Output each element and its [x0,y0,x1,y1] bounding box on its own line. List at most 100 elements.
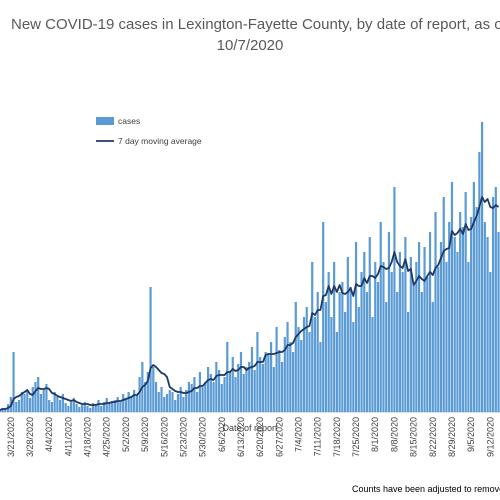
bar [64,403,67,412]
bar [324,302,328,412]
x-tick-label: 3/28/2020 [25,417,35,457]
bar [201,387,204,412]
bar [494,187,497,412]
bar [122,394,125,412]
bar [28,398,32,412]
bar [360,272,363,412]
bar [335,332,338,412]
bar [149,287,152,412]
x-axis-label: Date of report [222,423,278,433]
x-tick-label: 4/4/2020 [44,417,54,452]
bar [67,406,70,412]
bar [1,408,4,412]
bar [179,387,182,412]
bar [196,392,199,412]
chart-title: New COVID-19 cases in Lexington-Fayette … [11,16,500,33]
bar [105,398,108,412]
bar [204,382,207,412]
bar [445,262,448,412]
bar [453,237,456,412]
bar [198,372,201,412]
bar [226,342,229,412]
bar [275,327,278,412]
bar [390,272,393,412]
bar [111,401,114,412]
bar [289,342,292,412]
bar [119,402,122,412]
chart-title: 10/7/2020 [217,37,284,54]
bar [286,322,289,412]
bar [113,400,117,412]
bar [259,357,262,412]
bar [415,262,418,412]
moving-average-line [0,196,500,411]
bar [242,374,245,412]
bar [448,222,451,412]
bar [481,122,484,412]
bar [442,197,445,412]
bar [357,307,360,412]
bar [89,408,92,412]
bar [382,262,385,412]
bar [297,327,300,412]
bar [94,404,97,412]
bar [248,362,251,412]
bar [78,407,81,412]
bar [220,384,223,412]
x-tick-label: 6/27/2020 [274,417,284,457]
x-tick-label: 6/6/2020 [217,417,227,452]
bar [461,227,465,412]
bar [138,377,141,412]
bar [404,237,407,412]
x-tick-label: 8/22/2020 [428,417,438,457]
bar [250,347,254,412]
bar [70,402,73,412]
bar [330,317,333,412]
bar [338,292,341,412]
bar [154,382,158,412]
bar [50,402,54,412]
bar [165,394,169,412]
legend-swatch [96,117,114,125]
x-tick-label: 7/25/2020 [351,417,361,457]
bar [12,352,15,412]
bar [385,302,388,412]
bar [217,370,221,412]
bar [231,357,234,412]
x-tick-label: 8/15/2020 [409,417,419,457]
x-tick-label: 5/23/2020 [178,417,188,457]
bar [489,272,492,412]
bar [475,207,478,412]
bar [127,392,130,412]
bar [472,182,475,412]
bar [223,377,226,412]
bar [91,403,95,412]
bar [130,396,133,412]
bar [280,362,284,412]
bar [102,402,106,412]
x-tick-label: 6/13/2020 [236,417,246,457]
x-tick-label: 6/20/2020 [255,417,265,457]
bar [0,410,1,412]
bar [456,252,459,412]
bar [245,367,248,412]
bar [42,390,45,412]
bar [387,232,391,412]
bar [228,372,232,412]
bar [152,367,155,412]
bar [478,152,481,412]
bar [83,402,86,412]
bar [376,282,380,412]
x-tick-label: 7/18/2020 [332,417,342,457]
bar [234,377,237,412]
x-tick-label: 5/2/2020 [121,417,131,452]
bar [365,292,369,412]
bar [212,382,215,412]
bar [283,337,286,412]
bar [407,312,410,412]
bar [374,262,377,412]
bar [322,222,325,412]
footnote: Counts have been adjusted to remove 6 [352,484,500,494]
bar [174,400,177,412]
